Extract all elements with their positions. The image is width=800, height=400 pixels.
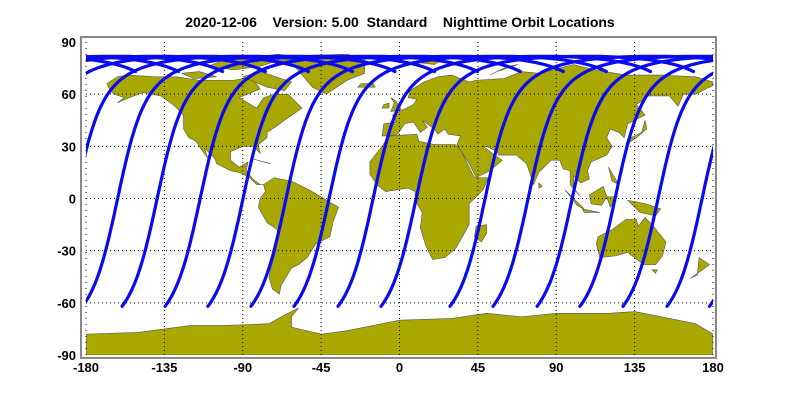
orbit-tracks bbox=[0, 54, 800, 308]
y-tick-label: -30 bbox=[57, 244, 76, 259]
orbit-track bbox=[379, 54, 696, 308]
y-tick-label: -60 bbox=[57, 296, 76, 311]
orbit-track bbox=[578, 58, 713, 308]
land-polygon bbox=[489, 64, 519, 76]
land-polygon bbox=[589, 185, 608, 206]
x-tick-label: 180 bbox=[702, 360, 724, 375]
y-tick-label: 60 bbox=[62, 87, 76, 102]
x-tick-label: 0 bbox=[396, 360, 403, 375]
land-polygon bbox=[106, 74, 303, 185]
x-tick-label: -45 bbox=[312, 360, 331, 375]
orbit-track bbox=[292, 54, 608, 308]
land-polygon bbox=[381, 64, 713, 197]
land-polygon bbox=[581, 208, 600, 213]
x-tick-label: 90 bbox=[549, 360, 563, 375]
land-polygon bbox=[608, 167, 620, 186]
orbit-track bbox=[206, 54, 522, 308]
land-polygon bbox=[626, 199, 662, 217]
orbit-track bbox=[120, 54, 437, 308]
orbit-track bbox=[0, 56, 24, 306]
land-polygon bbox=[86, 307, 713, 355]
land-polygon bbox=[690, 257, 711, 279]
orbit-track bbox=[86, 54, 355, 158]
land-polygon bbox=[538, 182, 543, 189]
x-tick-label: -135 bbox=[151, 360, 177, 375]
orbit-track bbox=[448, 54, 713, 308]
y-tick-label: 30 bbox=[62, 139, 76, 154]
orbit-track bbox=[491, 54, 713, 308]
x-tick-label: 45 bbox=[471, 360, 485, 375]
land-polygon bbox=[595, 217, 667, 265]
land-polygon bbox=[258, 177, 339, 295]
orbit-track bbox=[535, 55, 713, 308]
land-polygon bbox=[651, 269, 658, 274]
orbit-track bbox=[249, 54, 565, 308]
landmasses bbox=[86, 53, 713, 355]
orbit-track bbox=[0, 56, 67, 306]
land-polygon bbox=[369, 133, 489, 260]
orbit-track bbox=[163, 54, 480, 308]
figure-title: 2020-12-06 Version: 5.00 Standard Nightt… bbox=[185, 14, 615, 30]
orbit-track bbox=[336, 54, 653, 308]
orbit-track bbox=[86, 54, 397, 305]
y-tick-label: -90 bbox=[57, 348, 76, 363]
axis-labels: -180 -135 -90 -45 0 45 90 135 180 90 60 30 0 -30 -60 -9… bbox=[57, 35, 724, 375]
orbit-track bbox=[707, 298, 713, 308]
orbit-track bbox=[749, 56, 800, 306]
orbit-track bbox=[86, 54, 310, 76]
orbit-track bbox=[665, 144, 713, 308]
y-tick-label: 90 bbox=[62, 35, 76, 50]
y-tick-label: 0 bbox=[69, 192, 76, 207]
orbit-track bbox=[792, 56, 800, 306]
x-tick-label: -180 bbox=[73, 360, 99, 375]
orbit-track bbox=[621, 71, 713, 308]
land-polygon bbox=[381, 102, 390, 109]
x-tick-label: 135 bbox=[624, 360, 646, 375]
x-tick-label: -90 bbox=[233, 360, 252, 375]
